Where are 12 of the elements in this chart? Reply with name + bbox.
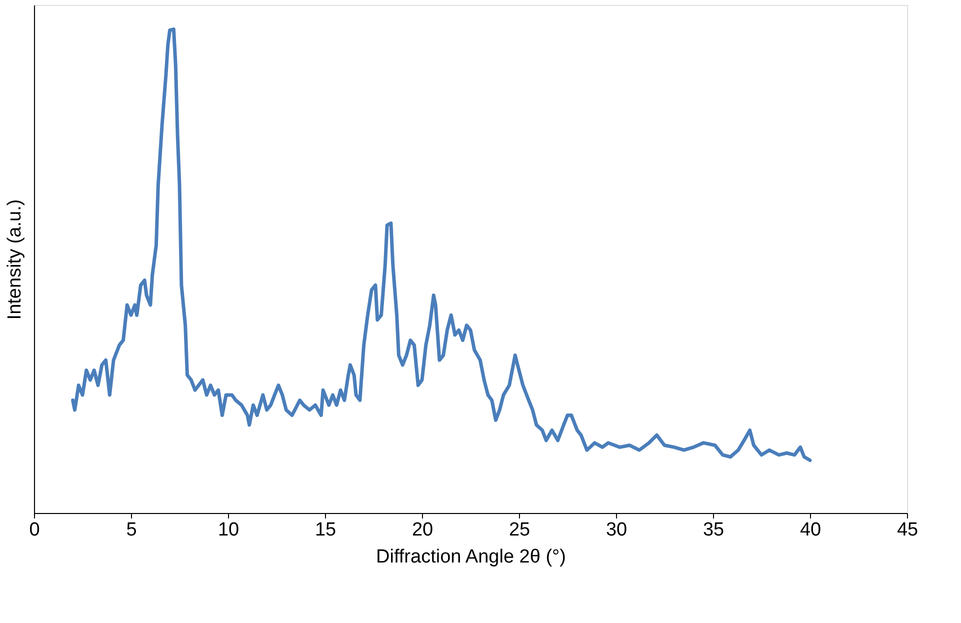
x-axis-title: Diffraction Angle 2θ (°) [376, 546, 566, 568]
x-tick-label: 0 [29, 520, 40, 540]
x-tick-label: 45 [896, 520, 918, 540]
x-tick-label: 20 [412, 520, 434, 540]
x-tick-label: 10 [218, 520, 240, 540]
x-tick-label: 15 [314, 520, 336, 540]
x-tick-label: 35 [702, 520, 724, 540]
x-tick-label: 30 [606, 520, 628, 540]
y-axis-title: Intensity (a.u.) [4, 199, 26, 320]
x-tick-label: 40 [800, 520, 822, 540]
x-tick-label: 25 [508, 520, 530, 540]
x-tick-label: 5 [126, 520, 137, 540]
